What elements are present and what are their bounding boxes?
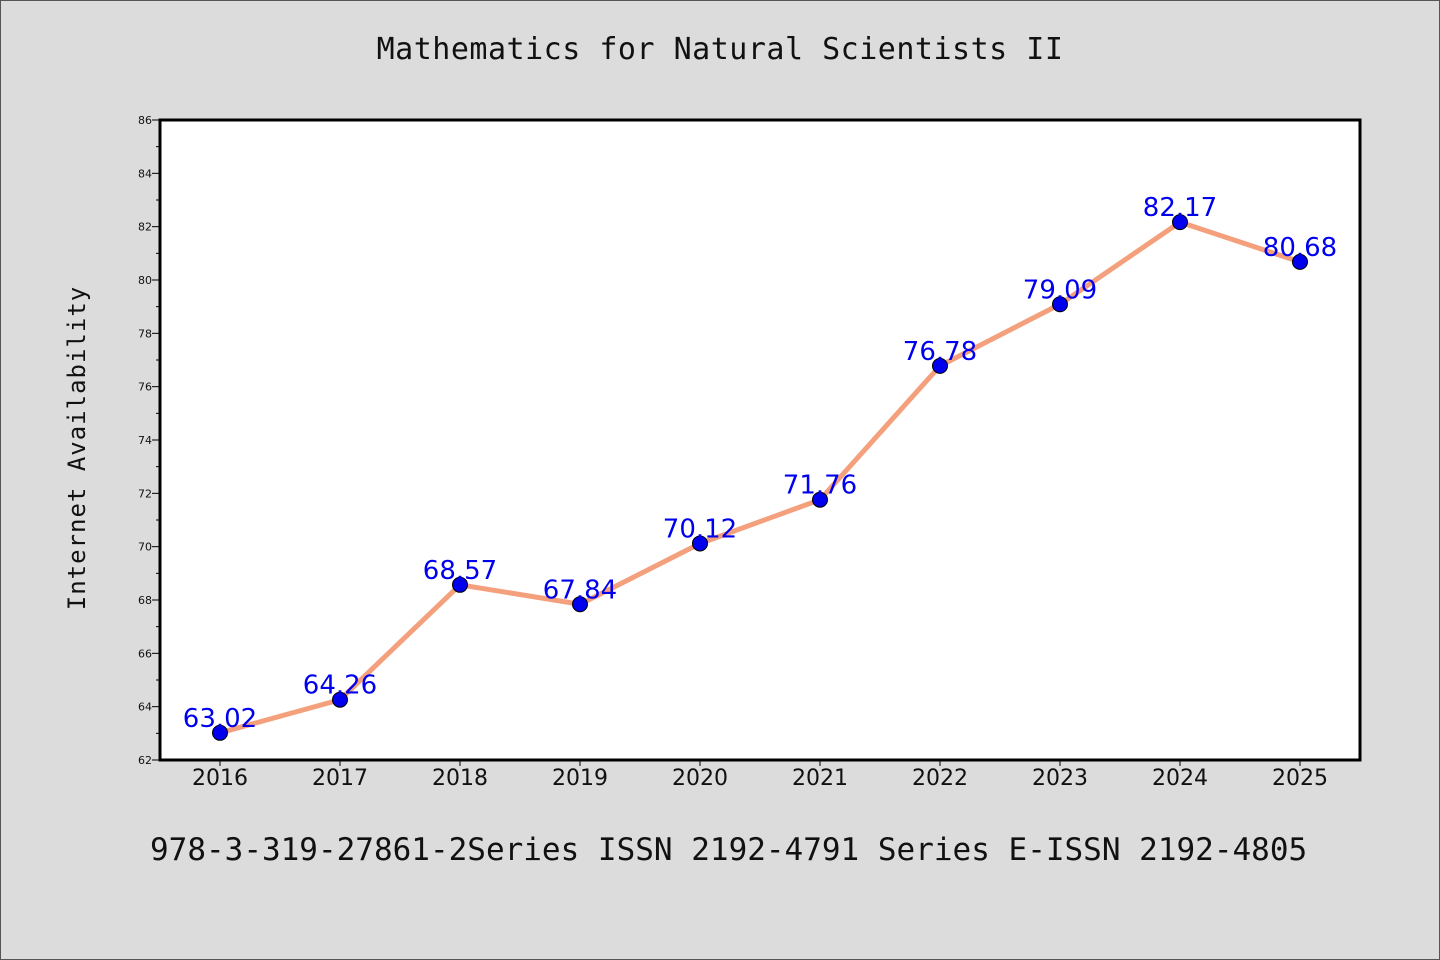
x-tick-label: 2016 <box>192 766 248 791</box>
data-point <box>212 724 228 741</box>
x-tick-label: 2025 <box>1272 766 1328 791</box>
x-tick-label: 2021 <box>792 766 848 791</box>
data-label: 80.68 <box>1263 233 1337 263</box>
y-tick-label: 82 <box>138 221 152 234</box>
data-point <box>1052 296 1068 313</box>
data-point <box>1172 214 1188 231</box>
x-tick-label: 2024 <box>1152 766 1208 791</box>
data-label: 63.02 <box>183 704 257 734</box>
data-label: 79.09 <box>1023 275 1097 305</box>
series-line <box>217 219 1303 736</box>
y-tick-label: 74 <box>138 434 152 447</box>
y-axis: 62 64 66 68 70 72 74 76 78 80 82 84 86 <box>138 114 160 767</box>
data-point <box>332 691 348 708</box>
x-axis: 2016 2017 2018 2019 2020 2021 2022 2023 2024 2025 <box>192 760 1328 791</box>
chart-title: Mathematics for Natural Scientists II <box>376 32 1064 67</box>
series-internet-availability: 63.02 64.26 68.57 67.84 70.12 71.76 76.78 79.09… <box>183 193 1337 741</box>
data-point <box>932 357 948 374</box>
y-tick-label: 64 <box>138 701 152 714</box>
y-axis-label: Internet Availability <box>63 286 91 610</box>
y-tick-label: 66 <box>138 647 152 660</box>
y-tick-label: 84 <box>138 167 152 180</box>
y-tick-label: 80 <box>138 274 152 287</box>
data-label: 71.76 <box>783 471 857 501</box>
data-point <box>452 576 468 593</box>
x-tick-label: 2017 <box>312 766 368 791</box>
x-tick-label: 2023 <box>1032 766 1088 791</box>
data-point <box>1292 253 1308 270</box>
data-point <box>692 535 708 552</box>
y-tick-label: 72 <box>138 487 152 500</box>
y-tick-label: 68 <box>138 594 152 607</box>
data-label: 67.84 <box>543 575 617 605</box>
y-tick-label: 70 <box>138 541 152 554</box>
y-tick-label: 86 <box>138 114 152 127</box>
x-tick-label: 2018 <box>432 766 488 791</box>
x-tick-label: 2019 <box>552 766 608 791</box>
plot-area <box>158 118 1362 762</box>
x-tick-label: 2020 <box>672 766 728 791</box>
y-tick-label: 78 <box>138 327 152 340</box>
data-label: 64.26 <box>303 671 377 701</box>
data-label: 76.78 <box>903 337 977 367</box>
data-point <box>812 491 828 508</box>
y-tick-label: 62 <box>138 754 152 767</box>
data-label: 70.12 <box>663 514 737 544</box>
data-label: 82.17 <box>1143 193 1217 223</box>
y-tick-label: 76 <box>138 381 152 394</box>
data-label: 68.57 <box>423 556 497 586</box>
data-point <box>572 596 588 613</box>
footer-text: 978-3-319-27861-2Series ISSN 2192-4791 S… <box>150 832 1308 868</box>
x-tick-label: 2022 <box>912 766 968 791</box>
